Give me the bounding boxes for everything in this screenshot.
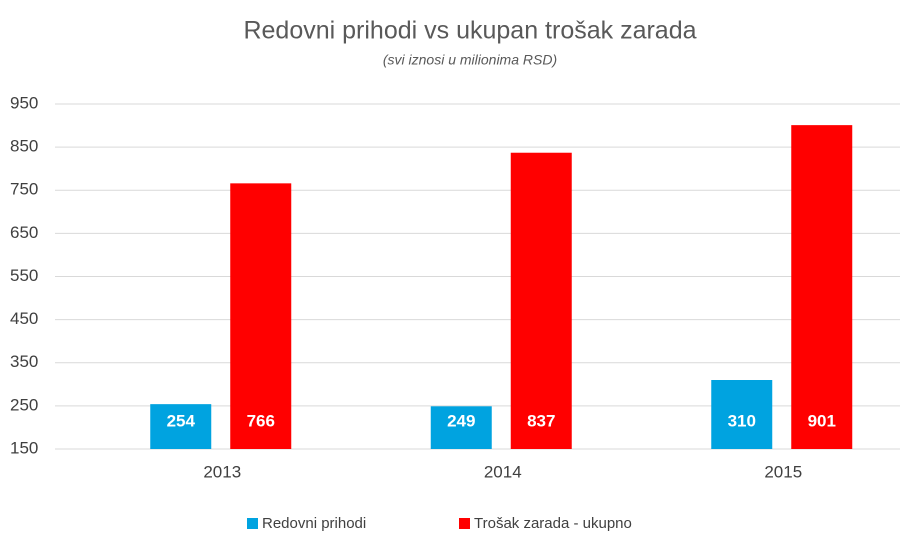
data-label: 310: [728, 411, 756, 430]
y-tick-label: 750: [10, 180, 38, 199]
y-tick-label: 650: [10, 223, 38, 242]
data-label: 249: [447, 411, 475, 430]
y-tick-label: 850: [10, 137, 38, 156]
legend-swatch: [247, 518, 258, 529]
legend-label: Trošak zarada - ukupno: [474, 515, 632, 532]
bar: [430, 406, 492, 449]
y-tick-label: 150: [10, 438, 38, 457]
y-tick-label: 250: [10, 395, 38, 414]
bar: [150, 404, 212, 449]
x-tick-label: 2014: [484, 462, 522, 481]
bar: [230, 183, 292, 449]
data-label: 766: [247, 411, 275, 430]
x-tick-label: 2015: [764, 462, 802, 481]
y-tick-label: 950: [10, 93, 38, 112]
chart-subtitle: (svi iznosi u milionima RSD): [383, 52, 557, 68]
y-tick-label: 550: [10, 266, 38, 285]
chart-title: Redovni prihodi vs ukupan trošak zarada: [243, 17, 696, 45]
y-tick-label: 450: [10, 309, 38, 328]
data-label: 901: [808, 411, 836, 430]
legend-swatch: [459, 518, 470, 529]
data-label: 837: [527, 411, 555, 430]
bar: [510, 152, 572, 449]
data-label: 254: [167, 411, 196, 430]
legend-label: Redovni prihodi: [262, 515, 366, 532]
y-tick-label: 350: [10, 352, 38, 371]
x-tick-label: 2013: [203, 462, 241, 481]
bar: [711, 380, 773, 449]
bar: [791, 125, 853, 449]
